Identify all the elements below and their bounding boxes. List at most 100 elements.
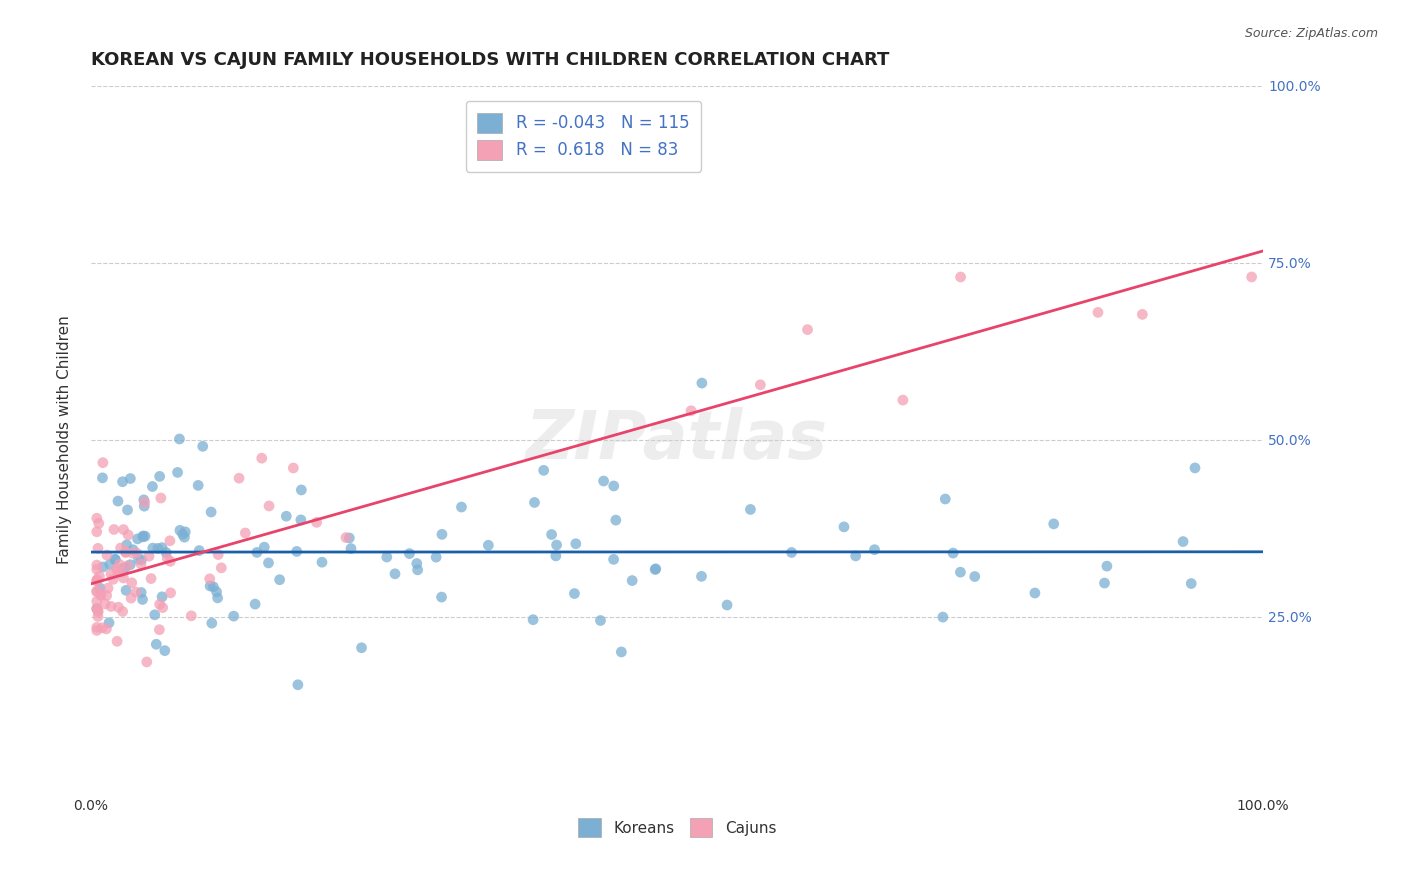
Point xyxy=(209,561,232,575)
Point xyxy=(86,524,108,539)
Point xyxy=(311,555,333,569)
Point xyxy=(200,505,222,519)
Point xyxy=(134,495,156,509)
Point xyxy=(932,610,955,624)
Point xyxy=(589,614,612,628)
Point xyxy=(863,542,886,557)
Point xyxy=(187,478,209,492)
Point xyxy=(149,469,172,483)
Point xyxy=(86,562,108,576)
Point xyxy=(101,573,124,587)
Point xyxy=(690,376,713,390)
Point xyxy=(87,609,110,624)
Point xyxy=(233,526,256,541)
Point xyxy=(150,590,173,604)
Point xyxy=(384,566,406,581)
Point xyxy=(180,608,202,623)
Point xyxy=(610,645,633,659)
Point xyxy=(544,549,567,563)
Point xyxy=(1095,559,1118,574)
Point xyxy=(565,537,588,551)
Point xyxy=(115,538,138,552)
Point xyxy=(1130,307,1153,321)
Point xyxy=(134,529,156,543)
Point xyxy=(98,558,121,572)
Point xyxy=(257,556,280,570)
Point xyxy=(121,546,143,560)
Point xyxy=(169,432,191,446)
Point xyxy=(129,585,152,599)
Point xyxy=(91,560,114,574)
Point xyxy=(934,491,956,506)
Point xyxy=(405,557,427,571)
Point xyxy=(188,543,211,558)
Point xyxy=(644,562,666,576)
Point xyxy=(145,637,167,651)
Point xyxy=(564,586,586,600)
Point xyxy=(290,483,312,497)
Point xyxy=(105,634,128,648)
Point xyxy=(87,604,110,618)
Point xyxy=(86,573,108,587)
Point xyxy=(681,403,703,417)
Point xyxy=(796,323,818,337)
Point xyxy=(97,581,120,595)
Point xyxy=(120,558,142,572)
Point xyxy=(149,598,172,612)
Point xyxy=(117,528,139,542)
Point xyxy=(337,531,360,545)
Legend: Koreans, Cajuns: Koreans, Cajuns xyxy=(572,813,782,843)
Point xyxy=(1024,586,1046,600)
Point xyxy=(117,503,139,517)
Point xyxy=(94,597,117,611)
Point xyxy=(86,558,108,572)
Point xyxy=(540,527,562,541)
Point xyxy=(149,491,172,505)
Point xyxy=(891,393,914,408)
Point xyxy=(112,571,135,585)
Point xyxy=(207,591,229,605)
Point xyxy=(122,542,145,557)
Point xyxy=(152,600,174,615)
Point xyxy=(269,573,291,587)
Point xyxy=(91,471,114,485)
Point xyxy=(128,552,150,566)
Point xyxy=(335,531,357,545)
Point xyxy=(86,624,108,638)
Point xyxy=(87,605,110,619)
Point xyxy=(134,499,156,513)
Point xyxy=(129,557,152,571)
Point xyxy=(86,584,108,599)
Point xyxy=(942,546,965,560)
Point xyxy=(159,586,181,600)
Point xyxy=(201,616,224,631)
Point xyxy=(156,551,179,566)
Point xyxy=(350,640,373,655)
Point xyxy=(120,471,142,485)
Point xyxy=(253,540,276,554)
Point xyxy=(406,563,429,577)
Point xyxy=(86,594,108,608)
Point xyxy=(117,558,139,573)
Point xyxy=(205,584,228,599)
Point xyxy=(690,569,713,583)
Point xyxy=(605,513,627,527)
Point xyxy=(198,572,221,586)
Point xyxy=(780,545,803,559)
Point xyxy=(148,623,170,637)
Text: KOREAN VS CAJUN FAMILY HOUSEHOLDS WITH CHILDREN CORRELATION CHART: KOREAN VS CAJUN FAMILY HOUSEHOLDS WITH C… xyxy=(91,51,890,69)
Point xyxy=(138,549,160,563)
Point xyxy=(100,599,122,614)
Point xyxy=(285,544,308,558)
Point xyxy=(602,552,624,566)
Point xyxy=(250,451,273,466)
Point xyxy=(450,500,472,514)
Point xyxy=(141,479,163,493)
Point xyxy=(155,545,177,559)
Point xyxy=(91,456,114,470)
Point xyxy=(375,549,398,564)
Point xyxy=(430,527,453,541)
Point xyxy=(114,545,136,559)
Point xyxy=(114,545,136,559)
Point xyxy=(132,529,155,543)
